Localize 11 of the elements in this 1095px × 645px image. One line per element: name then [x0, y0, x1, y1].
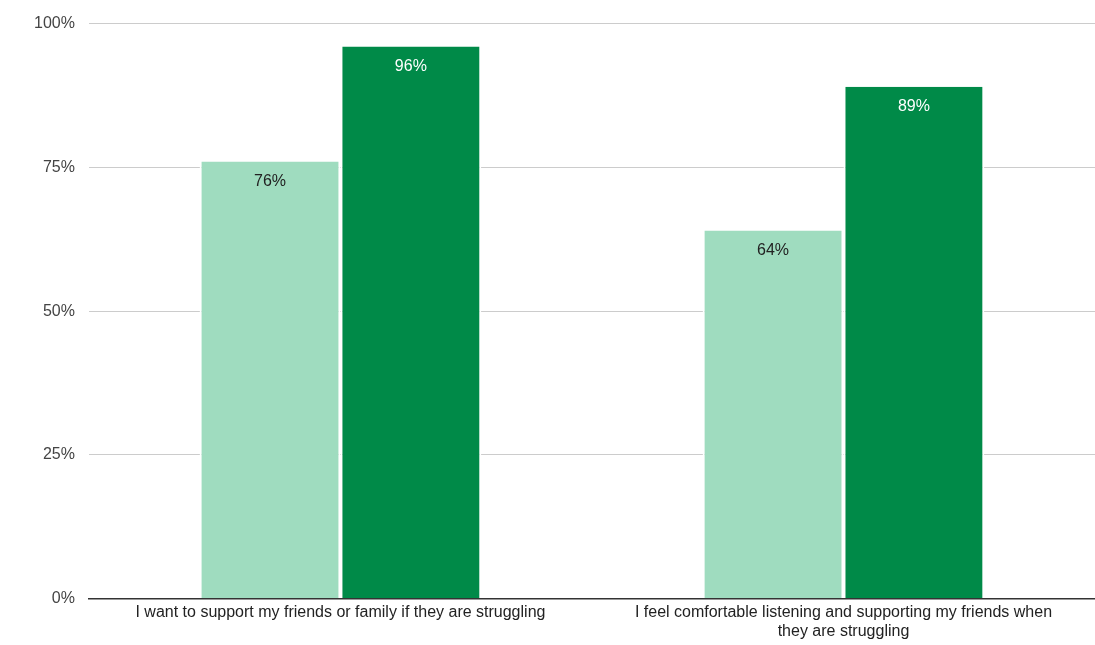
- y-tick-label: 100%: [34, 14, 75, 32]
- data-label: 96%: [394, 57, 427, 75]
- x-tick-label: I want to support my friends or family if they are struggling: [135, 602, 546, 620]
- data-label: 89%: [897, 97, 930, 115]
- y-tick-label: 25%: [42, 445, 75, 463]
- y-tick-label: 50%: [42, 301, 75, 319]
- y-tick-label: 0%: [51, 589, 75, 607]
- x-tick-label: I feel comfortable listening and supporting my friends when they are struggling: [634, 602, 1053, 639]
- data-label: 64%: [757, 241, 790, 259]
- y-tick-label: 75%: [42, 157, 75, 175]
- data-label: 76%: [254, 172, 287, 190]
